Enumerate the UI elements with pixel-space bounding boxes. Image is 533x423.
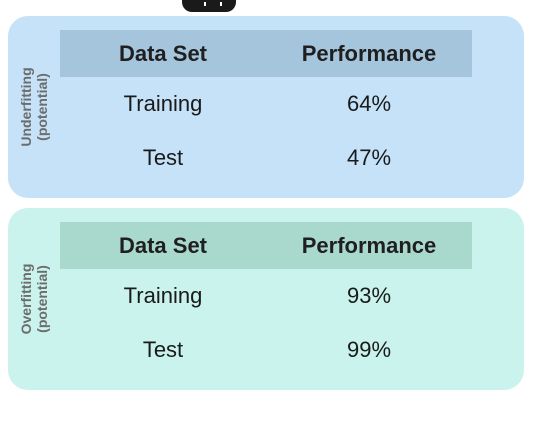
- row-performance: 93%: [346, 283, 392, 308]
- overfitting-table: Data Set Performance Training 93% Test 9…: [60, 222, 472, 377]
- table-row: Test 47%: [60, 131, 472, 185]
- row-performance: 99%: [346, 337, 392, 362]
- header-data-set: Data Set: [118, 232, 208, 258]
- side-label-title: Underfitting: [18, 67, 34, 147]
- side-label-subtitle: (potential): [34, 265, 50, 333]
- underfitting-panel: Underfitting (potential) Data Set Perfor…: [8, 16, 524, 198]
- header-performance: Performance: [301, 40, 437, 66]
- underfitting-table: Data Set Performance Training 64% Test 4…: [60, 30, 472, 185]
- table-header: Data Set Performance: [60, 222, 472, 269]
- overfitting-panel: Overfitting (potential) Data Set Perform…: [8, 208, 524, 390]
- overfitting-side-label: Overfitting (potential): [12, 208, 56, 390]
- table-row: Training 64%: [60, 77, 472, 131]
- side-label-title: Overfitting: [18, 263, 34, 335]
- row-dataset: Training: [123, 283, 203, 308]
- row-dataset: Test: [142, 145, 184, 170]
- cropped-icon: [182, 0, 236, 12]
- table-row: Test 99%: [60, 323, 472, 377]
- row-performance: 47%: [346, 145, 392, 170]
- row-dataset: Training: [123, 91, 203, 116]
- header-performance: Performance: [301, 232, 437, 258]
- row-performance: 64%: [346, 91, 392, 116]
- underfitting-side-label: Underfitting (potential): [12, 16, 56, 198]
- header-data-set: Data Set: [118, 40, 208, 66]
- side-label-subtitle: (potential): [34, 73, 50, 141]
- row-dataset: Test: [142, 337, 184, 362]
- table-header: Data Set Performance: [60, 30, 472, 77]
- table-row: Training 93%: [60, 269, 472, 323]
